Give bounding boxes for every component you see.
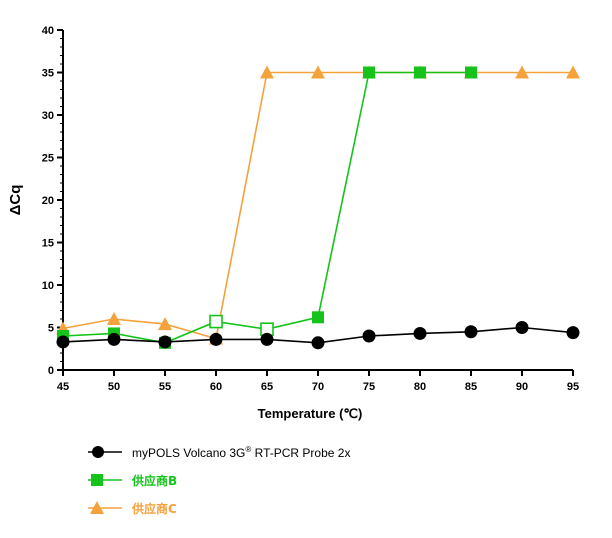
- data-point-square: [363, 66, 375, 79]
- y-tick-label: 30: [42, 110, 54, 122]
- data-point-triangle: [260, 65, 274, 79]
- data-point-triangle: [158, 317, 172, 331]
- x-axis-label: Temperature (℃): [258, 406, 363, 421]
- x-tick-label: 55: [159, 381, 171, 393]
- x-tick-label: 85: [465, 381, 477, 393]
- data-point-circle: [464, 325, 478, 339]
- series-markers: [56, 65, 580, 350]
- data-point-triangle: [311, 65, 325, 79]
- y-axis-label: ΔCq: [7, 185, 24, 216]
- data-point-triangle: [515, 65, 529, 79]
- x-tick-label: 50: [108, 381, 120, 393]
- y-tick-label: 10: [42, 280, 54, 292]
- data-point-circle: [311, 336, 325, 350]
- chart-area: 0 5 10 15 20 25 30 35 40 45 50 55 60 65 70 75 80 85 90 95 Δ…: [7, 25, 580, 421]
- x-tick-label: 95: [567, 381, 579, 393]
- data-point-circle: [56, 335, 70, 349]
- series-line-square: [62, 71, 471, 344]
- y-tick-label: 20: [42, 195, 54, 207]
- data-point-circle: [158, 335, 172, 349]
- legend: myPOLS Volcano 3G® RT-PCR Probe 2x 供应商B …: [88, 438, 350, 522]
- x-tick-label: 90: [516, 381, 528, 393]
- legend-label-vendor-b: 供应商B: [132, 473, 178, 488]
- x-tick-label: 45: [57, 381, 69, 393]
- y-tick-label: 0: [48, 365, 54, 377]
- x-tick-label: 65: [261, 381, 273, 393]
- data-point-circle: [107, 332, 121, 346]
- series-lines: [62, 71, 574, 344]
- y-tick-label: 35: [42, 68, 54, 80]
- x-tick-label: 70: [312, 381, 324, 393]
- axes: 0 5 10 15 20 25 30 35 40 45 50 55 60 65 70 75 80 85 90 95: [42, 25, 579, 393]
- series-line-triangle: [62, 71, 573, 340]
- data-point-square-hollow: [209, 314, 223, 329]
- data-point-triangle: [566, 65, 580, 79]
- x-tick-label: 60: [210, 381, 222, 393]
- y-tick-label: 5: [48, 323, 54, 335]
- y-tick-label: 40: [42, 25, 54, 37]
- legend-item-vendor-b: 供应商B: [88, 466, 350, 494]
- y-tick-label: 15: [42, 238, 54, 250]
- legend-label-vendor-c: 供应商C: [132, 501, 177, 516]
- legend-swatch-circle-icon: [88, 444, 122, 460]
- legend-swatch-triangle-icon: [88, 500, 122, 516]
- legend-label-mypols: myPOLS Volcano 3G® RT-PCR Probe 2x: [132, 444, 351, 460]
- y-tick-label: 25: [42, 153, 54, 165]
- legend-swatch-square-icon: [88, 472, 122, 488]
- data-point-circle: [413, 326, 427, 340]
- data-point-square: [312, 311, 324, 324]
- x-tick-label: 80: [414, 381, 426, 393]
- data-point-circle: [362, 329, 376, 343]
- data-point-circle: [566, 326, 580, 340]
- legend-item-vendor-c: 供应商C: [88, 494, 350, 522]
- data-point-circle: [209, 332, 223, 346]
- x-tick-label: 75: [363, 381, 375, 393]
- data-point-triangle: [107, 312, 121, 325]
- data-point-square: [414, 66, 426, 79]
- legend-item-mypols: myPOLS Volcano 3G® RT-PCR Probe 2x: [88, 438, 350, 466]
- data-point-circle: [260, 332, 274, 346]
- data-point-square: [465, 66, 477, 79]
- data-point-circle: [515, 321, 529, 334]
